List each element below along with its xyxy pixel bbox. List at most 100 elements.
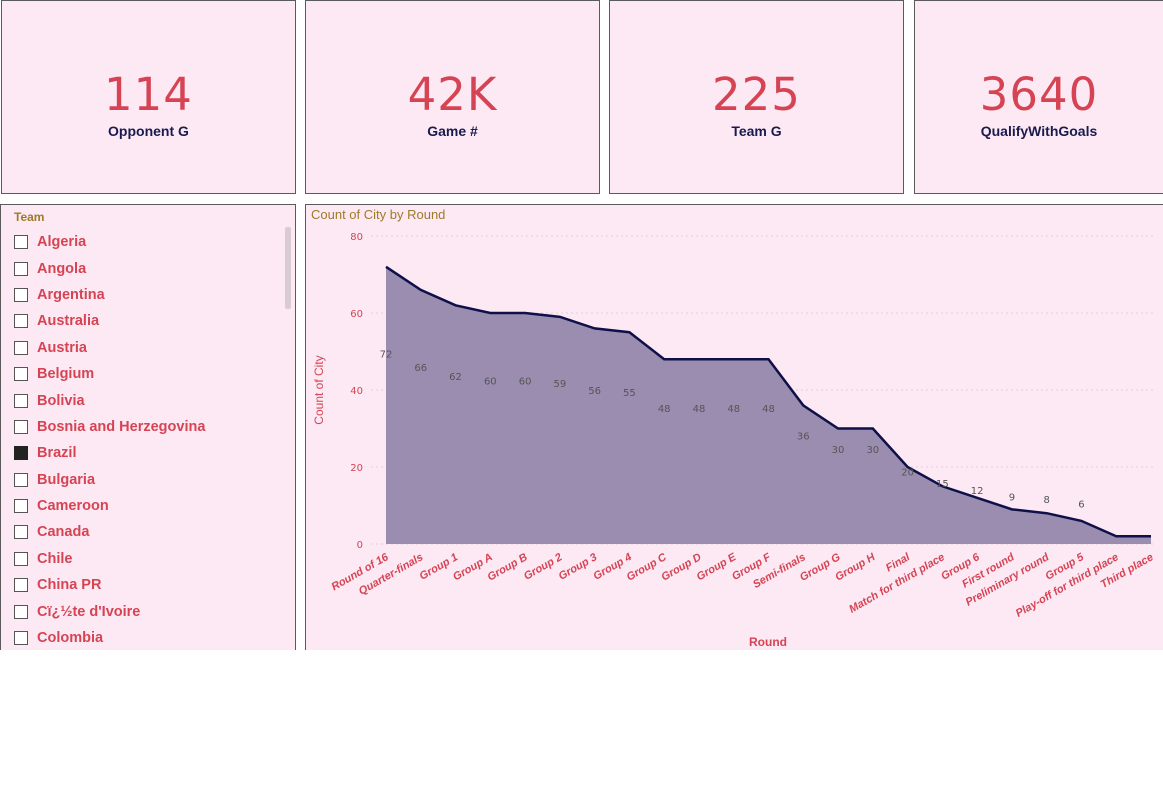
kpi-label: QualifyWithGoals: [980, 123, 1098, 139]
y-tick-label: 40: [350, 386, 363, 397]
slicer-item-label: Canada: [37, 524, 90, 541]
kpi-value: 114: [104, 68, 193, 121]
x-tick-label: Group B: [485, 551, 529, 583]
area-fill: [386, 266, 1151, 544]
data-label: 56: [588, 386, 601, 397]
slicer-item[interactable]: Belgium: [14, 361, 279, 387]
checkbox-icon[interactable]: [14, 393, 28, 408]
checkbox-icon[interactable]: [14, 525, 28, 540]
data-label: 48: [658, 404, 671, 415]
chart-title: Count of City by Round: [311, 207, 445, 222]
data-label: 20: [901, 468, 914, 479]
slicer-title: Team: [14, 210, 45, 224]
slicer-item-label: Colombia: [37, 630, 104, 647]
x-axis-title: Round: [749, 635, 787, 649]
data-label: 12: [971, 486, 984, 497]
slicer-item[interactable]: Canada: [14, 519, 279, 545]
data-label: 6: [1078, 500, 1084, 511]
slicer-item-label: Algeria: [37, 234, 87, 251]
area-chart-visual[interactable]: Count of City by Round 0 20 40 60 80 Round o…: [305, 204, 1163, 650]
kpi-value: 225: [712, 68, 801, 121]
kpi-card-game-count[interactable]: 42K Game #: [305, 0, 600, 194]
kpi-card-opponent-goals[interactable]: 114 Opponent G: [1, 0, 296, 194]
slicer-item[interactable]: Angola: [14, 255, 279, 281]
data-label: 62: [449, 372, 462, 383]
y-tick-label: 60: [350, 309, 363, 320]
slicer-item[interactable]: Argentina: [14, 282, 279, 308]
series-line: [385, 265, 1151, 538]
data-label: 30: [866, 445, 879, 456]
slicer-item[interactable]: Brazil: [14, 440, 279, 466]
data-label: 36: [797, 431, 810, 442]
checkbox-icon[interactable]: [14, 235, 28, 250]
slicer-item-label: Chile: [37, 550, 73, 567]
checkbox-icon[interactable]: [14, 604, 28, 619]
y-axis-title: Count of City: [312, 355, 326, 424]
data-label: 15: [936, 479, 949, 490]
team-slicer[interactable]: Team Algeria Angola Argentina Australia Aust…: [0, 204, 296, 650]
checkbox-icon[interactable]: [14, 287, 28, 302]
slicer-scrollbar[interactable]: [285, 227, 291, 309]
data-label: 30: [832, 445, 845, 456]
kpi-label: Team G: [731, 123, 782, 139]
slicer-list: Algeria Angola Argentina Australia Austria Be…: [14, 229, 279, 650]
slicer-item[interactable]: Austria: [14, 335, 279, 361]
checkbox-icon[interactable]: [14, 472, 28, 487]
data-label: 55: [623, 388, 636, 399]
y-tick-label: 0: [357, 540, 363, 551]
kpi-card-team-goals[interactable]: 225 Team G: [609, 0, 904, 194]
data-label: 48: [727, 404, 740, 415]
slicer-item[interactable]: Colombia: [14, 625, 279, 650]
slicer-item-label: Angola: [37, 260, 87, 277]
checkbox-icon[interactable]: [14, 314, 28, 329]
kpi-label: Game #: [427, 123, 478, 139]
checked-checkbox-icon[interactable]: [14, 446, 28, 461]
slicer-item[interactable]: Australia: [14, 308, 279, 334]
slicer-item-label: China PR: [37, 577, 102, 594]
data-label: 8: [1043, 495, 1049, 506]
data-label: 48: [762, 404, 775, 415]
x-tick-label: Group H: [833, 551, 878, 584]
data-label: 66: [414, 363, 427, 374]
slicer-item[interactable]: Bosnia and Herzegovina: [14, 414, 279, 440]
slicer-item-label: Belgium: [37, 366, 95, 383]
slicer-item[interactable]: Bolivia: [14, 387, 279, 413]
slicer-item[interactable]: Chile: [14, 546, 279, 572]
slicer-item-label: Bolivia: [37, 392, 85, 409]
checkbox-icon[interactable]: [14, 340, 28, 355]
x-tick-label: Group 3: [557, 551, 600, 582]
kpi-card-qualify-with-goals[interactable]: 3640 QualifyWithGoals: [914, 0, 1163, 194]
checkbox-icon[interactable]: [14, 631, 28, 646]
slicer-item-label: Bulgaria: [37, 471, 96, 488]
checkbox-icon[interactable]: [14, 367, 28, 382]
checkbox-icon[interactable]: [14, 499, 28, 514]
slicer-item[interactable]: Bulgaria: [14, 467, 279, 493]
slicer-item-label: Cï¿½te d'Ivoire: [37, 603, 141, 620]
y-tick-label: 20: [350, 463, 363, 474]
slicer-item-label: Bosnia and Herzegovina: [37, 418, 206, 435]
kpi-value: 3640: [979, 68, 1099, 121]
data-label: 72: [380, 349, 393, 360]
kpi-value: 42K: [407, 68, 498, 121]
x-tick-label: Group 2: [522, 551, 565, 582]
data-label: 60: [484, 377, 497, 388]
x-tick-label: Group E: [695, 551, 739, 583]
y-tick-label: 80: [350, 232, 363, 243]
slicer-item[interactable]: Cï¿½te d'Ivoire: [14, 598, 279, 624]
data-label: 48: [693, 404, 706, 415]
slicer-item[interactable]: Cameroon: [14, 493, 279, 519]
slicer-item[interactable]: China PR: [14, 572, 279, 598]
checkbox-icon[interactable]: [14, 578, 28, 593]
data-label: 60: [519, 377, 532, 388]
slicer-item-label: Cameroon: [37, 498, 109, 515]
slicer-item-label: Argentina: [37, 286, 105, 303]
slicer-item-label: Australia: [37, 313, 100, 330]
slicer-item-label: Austria: [37, 339, 87, 356]
checkbox-icon[interactable]: [14, 419, 28, 434]
data-label: 9: [1009, 493, 1015, 504]
slicer-item[interactable]: Algeria: [14, 229, 279, 255]
checkbox-icon[interactable]: [14, 261, 28, 276]
checkbox-icon[interactable]: [14, 551, 28, 566]
data-label: 59: [553, 379, 566, 390]
